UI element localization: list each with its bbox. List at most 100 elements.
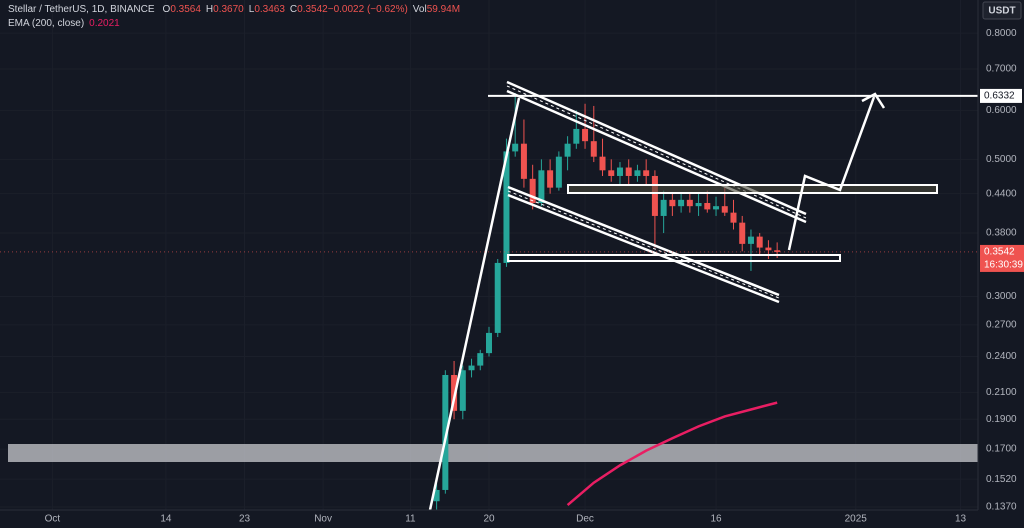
channel-line [507, 185, 780, 297]
y-tick-label: 0.6000 [986, 105, 1017, 116]
candle-body [669, 199, 676, 207]
y-tick-label: 0.3800 [986, 228, 1017, 239]
indicator-name: EMA (200, close) [8, 18, 84, 29]
header-line: Stellar / TetherUS, 1D, BINANCE O0.3564 H0… [8, 4, 460, 15]
symbol: Stellar / TetherUS, 1D, BINANCE [8, 4, 155, 15]
candle-body [538, 170, 545, 203]
candle-body [494, 262, 501, 333]
candle-body [503, 151, 510, 263]
support-box [507, 254, 841, 262]
arrow-head [861, 92, 886, 109]
y-tick-label: 0.2100 [986, 387, 1017, 398]
projection-arrow [787, 96, 876, 251]
header-key: H [206, 4, 213, 15]
x-tick-label: 14 [160, 514, 172, 525]
candle-body [616, 167, 623, 176]
support-zone [8, 444, 978, 462]
candle-body [599, 156, 606, 171]
y-tick-label: 0.1370 [986, 502, 1017, 513]
price-label-box [980, 88, 1022, 103]
candle-body [695, 202, 702, 207]
candle-body [713, 206, 720, 210]
currency-box [982, 1, 1022, 20]
x-tick-label: Oct [45, 514, 61, 525]
x-tick-label: 16 [710, 514, 722, 525]
y-tick-label: 0.2400 [986, 351, 1017, 362]
candle-body [756, 236, 763, 248]
candle-body [704, 202, 711, 210]
x-tick-label: 20 [483, 514, 495, 525]
header-value: 0.3564 [170, 4, 201, 15]
candle-body [678, 199, 685, 207]
last-price-label: 0.3542 [984, 247, 1015, 258]
y-tick-label: 0.5000 [986, 154, 1017, 165]
header-value: 0.3463 [254, 4, 285, 15]
channel-mid [506, 85, 807, 219]
header-key: Vol [413, 4, 427, 15]
header-key: L [249, 4, 255, 15]
y-tick-label: 0.2700 [986, 319, 1017, 330]
x-tick-label: Dec [576, 514, 594, 525]
channel-line [507, 193, 780, 304]
header-key: O [163, 4, 171, 15]
candle-body [739, 222, 746, 244]
candle-body [573, 128, 580, 144]
overlay [0, 94, 978, 253]
header-key: C [290, 4, 297, 15]
header-value: −0.0022 (−0.62%) [328, 4, 408, 15]
candle-body [468, 365, 475, 371]
x-tick-label: 2025 [845, 514, 868, 525]
x-tick-label: Nov [314, 514, 332, 525]
channel-mid [507, 190, 780, 299]
candle-body [608, 170, 615, 176]
x-tick-label: 23 [239, 514, 251, 525]
drawings [428, 80, 938, 511]
candle-body [529, 178, 536, 203]
y-tick-label: 0.7000 [986, 64, 1017, 75]
y-tick-label: 0.3000 [986, 291, 1017, 302]
candle-body [660, 199, 667, 216]
candle-body [486, 332, 492, 354]
candle-body [442, 374, 449, 490]
y-tick-label: 0.4400 [986, 188, 1017, 199]
y-tick-label: 0.8000 [986, 28, 1017, 39]
y-tick-label: 0.1900 [986, 414, 1017, 425]
candle-body [643, 170, 650, 176]
candle-body [582, 128, 589, 142]
candle-body [774, 250, 781, 252]
candle-body [765, 247, 772, 251]
indicator-value: 0.2021 [89, 18, 120, 29]
candle-body [433, 489, 440, 502]
y-tick-label: 0.1700 [986, 444, 1017, 455]
candle-body [459, 370, 466, 411]
header-value: 59.94M [427, 4, 460, 15]
candle-body [686, 199, 693, 207]
currency: USDT [988, 6, 1015, 17]
ema-line [566, 401, 778, 507]
candle-body [547, 170, 554, 188]
candle-body [520, 143, 527, 179]
candle-body [555, 156, 562, 188]
x-axis-panel [0, 510, 978, 528]
x-tick-label: 11 [405, 514, 416, 525]
countdown: 16:30:39 [984, 260, 1023, 271]
candle-body [651, 175, 658, 216]
candle-body [564, 143, 571, 157]
candle-body [590, 141, 597, 157]
y-tick-label: 0.1520 [986, 474, 1017, 485]
indicator-line: EMA (200, close) 0.2021 [8, 18, 120, 29]
channel-line [506, 89, 807, 224]
last-price-box [980, 244, 1024, 272]
header-value: 0.3670 [213, 4, 244, 15]
price-label: 0.6332 [984, 91, 1015, 102]
candle-body [721, 206, 728, 213]
trend-line [428, 97, 521, 511]
candle-body [747, 236, 754, 244]
candle-body [477, 353, 484, 366]
resistance-box [567, 184, 938, 194]
candle-body [730, 212, 737, 223]
candle-body [512, 143, 519, 152]
